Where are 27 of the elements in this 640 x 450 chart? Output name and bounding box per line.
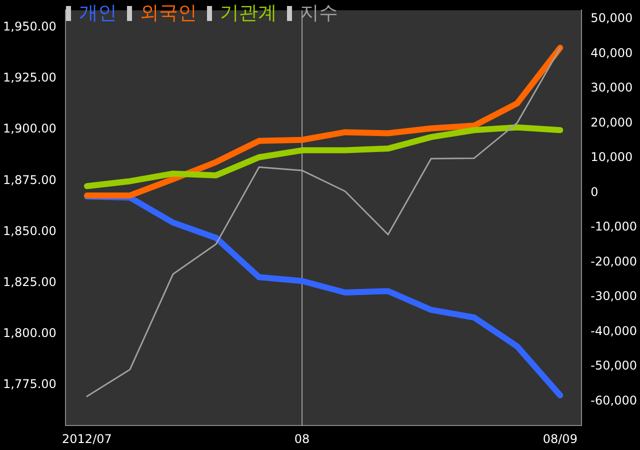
y2-tick-label: 40,000 xyxy=(590,46,633,60)
y2-tick-label: -20,000 xyxy=(590,254,638,268)
y2-tick-label: -30,000 xyxy=(590,289,638,304)
x-tick-label: 08 xyxy=(294,432,310,446)
y-tick-label: 1,950.00 xyxy=(3,20,56,34)
y2-tick-label: 30,000 xyxy=(590,80,633,95)
text: 지수 xyxy=(287,0,338,26)
y2-tick-label: -10,000 xyxy=(590,220,638,234)
y-tick-label: 1,925.00 xyxy=(3,70,56,85)
text: 외국인 xyxy=(127,0,197,26)
y-tick-label: 1,825.00 xyxy=(3,274,56,289)
y-tick-label: 1,875.00 xyxy=(3,172,56,187)
x-tick-label: 08/09 xyxy=(542,432,578,446)
y2-tick-label: -60,000 xyxy=(590,393,638,408)
y-tick-label: 1,900.00 xyxy=(3,122,56,136)
y2-tick-label: 50,000 xyxy=(590,11,633,26)
y2-tick-label: 10,000 xyxy=(590,150,633,164)
text: 기관계 xyxy=(207,0,277,26)
y2-tick-label: 0 xyxy=(590,184,598,199)
y-tick-label: 1,775.00 xyxy=(3,376,56,391)
y2-tick-label: 20,000 xyxy=(590,115,633,130)
text: 개인 xyxy=(66,0,117,26)
y-tick-label: 1,850.00 xyxy=(3,224,56,238)
y2-tick-label: -40,000 xyxy=(590,324,638,338)
x-tick-label: 2012/07 xyxy=(62,432,112,446)
y2-tick-label: -50,000 xyxy=(590,358,638,373)
y-tick-label: 1,800.00 xyxy=(3,326,56,340)
